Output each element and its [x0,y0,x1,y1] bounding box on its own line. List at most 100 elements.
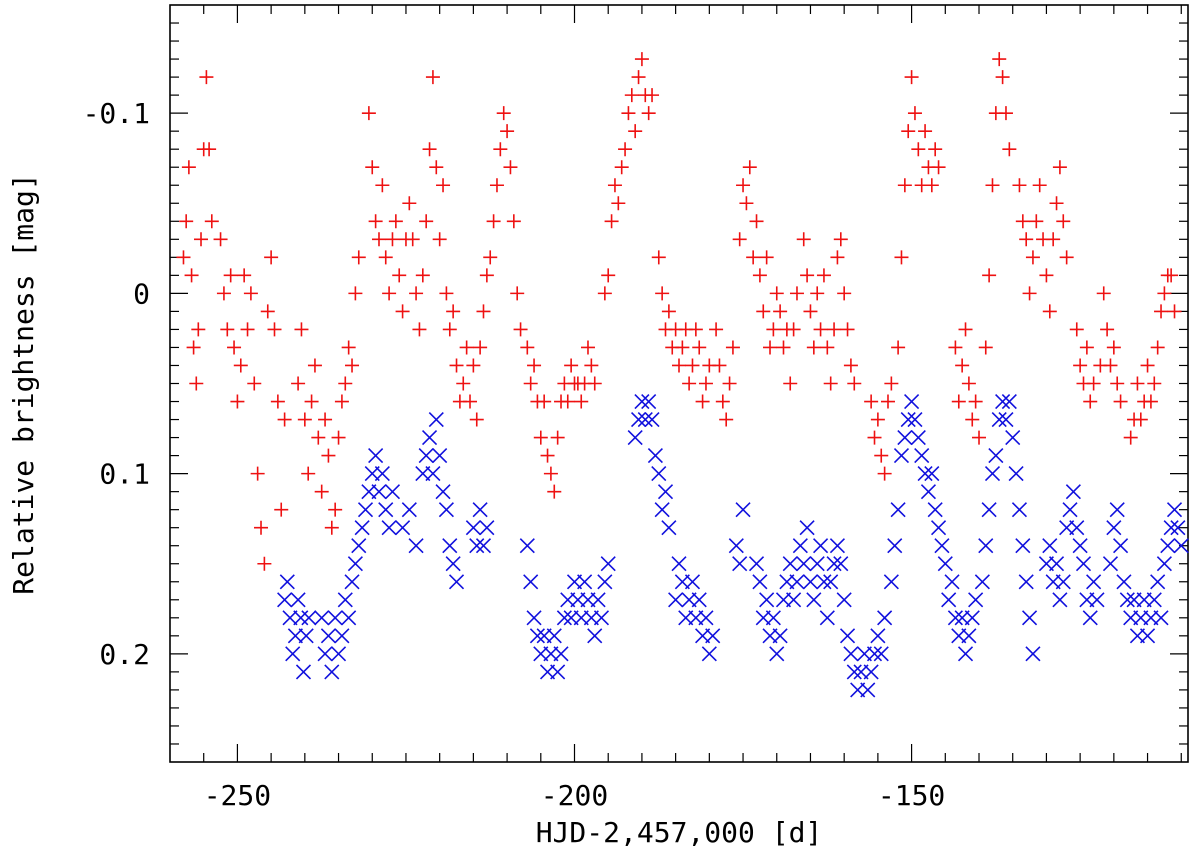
data-point-plus [672,358,686,373]
data-point-cross [1082,610,1098,626]
data-point-plus [560,394,575,409]
data-point-cross [290,592,306,608]
data-point-plus [500,124,515,139]
data-point-plus [513,322,528,337]
data-point-plus [243,286,258,301]
data-point-cross [1055,574,1071,590]
data-point-plus [388,214,403,229]
data-point-cross [344,574,360,590]
data-point-plus [436,178,451,193]
data-point-cross [769,646,785,662]
data-point-plus [527,358,542,373]
data-point-plus [722,376,737,391]
data-point-cross [941,592,957,608]
data-point-cross [357,502,374,518]
data-point-cross [553,646,569,662]
data-point-plus [1133,412,1148,427]
data-point-plus [375,178,390,193]
data-point-plus [985,178,1000,193]
data-point-cross [887,538,903,554]
data-point-cross [465,520,481,536]
data-point-plus [833,232,848,247]
data-point-cross [829,538,845,554]
data-point-plus [503,160,518,175]
data-point-plus [199,70,214,85]
data-point-plus [550,430,565,445]
data-point-plus [311,430,326,445]
data-point-cross [634,393,650,410]
data-point-cross [735,502,751,518]
data-point-cross [1075,556,1092,572]
data-point-cross [1102,556,1119,572]
data-point-plus [250,466,265,481]
data-point-plus [587,376,602,391]
data-point-plus [847,376,862,391]
data-point-plus [301,466,316,481]
data-point-plus [618,142,633,157]
data-point-plus [543,466,558,481]
data-point-cross [684,574,701,590]
data-point-cross [368,448,384,464]
data-point-plus [1059,250,1074,265]
data-point-cross [914,448,930,464]
data-point-plus [496,106,511,121]
data-point-plus [884,376,899,391]
data-point-cross [593,610,610,626]
data-point-cross [968,592,984,608]
data-point-plus [1022,286,1037,301]
data-point-plus [395,304,410,319]
data-point-plus [204,214,219,229]
data-point-plus [385,232,400,247]
data-point-plus [611,196,626,211]
data-point-cross [819,610,835,626]
data-point-cross [1146,592,1162,608]
data-point-plus [247,376,262,391]
data-point-plus [1025,250,1040,265]
data-point-cross [930,520,947,536]
data-point-cross [759,592,775,608]
data-point-cross [765,610,781,626]
data-point-plus [331,430,346,445]
x-tick-label: -250 [204,779,271,812]
data-point-plus [874,448,889,463]
data-point-cross [295,664,312,680]
data-point-cross [1005,430,1021,446]
data-point-cross [991,411,1007,428]
data-point-cross [630,411,647,428]
data-point-plus [931,160,946,175]
data-point-cross [384,484,401,500]
data-point-plus [189,376,204,391]
data-point-plus [442,322,457,337]
data-point-plus [307,358,322,373]
data-point-cross [320,628,336,644]
data-point-cross [1163,520,1179,536]
data-point-plus [864,394,879,409]
y-tick-label: -0.1 [83,97,150,130]
data-point-plus [1130,376,1145,391]
data-point-cross [866,646,883,662]
data-point-cross [988,448,1004,464]
data-point-plus [409,286,424,301]
data-point-plus [230,394,245,409]
data-point-plus [901,124,916,139]
data-point-cross [1015,538,1031,554]
data-point-plus [341,340,356,355]
data-point-plus [776,340,791,355]
data-point-plus [274,502,289,517]
data-point-plus [924,178,939,193]
data-point-cross [1025,646,1041,662]
data-point-cross [1150,574,1166,590]
data-point-plus [220,322,235,337]
data-point-cross [1109,502,1125,518]
data-point-cross [698,610,714,626]
data-point-plus [800,268,815,283]
series-2 [277,393,1189,698]
data-point-cross [846,664,862,680]
data-point-cross [877,610,893,626]
data-point-cross [839,628,856,644]
data-point-plus [813,322,828,337]
data-point-plus [473,340,488,355]
data-point-plus [891,340,906,355]
data-point-plus [820,340,835,355]
data-point-plus [796,232,811,247]
